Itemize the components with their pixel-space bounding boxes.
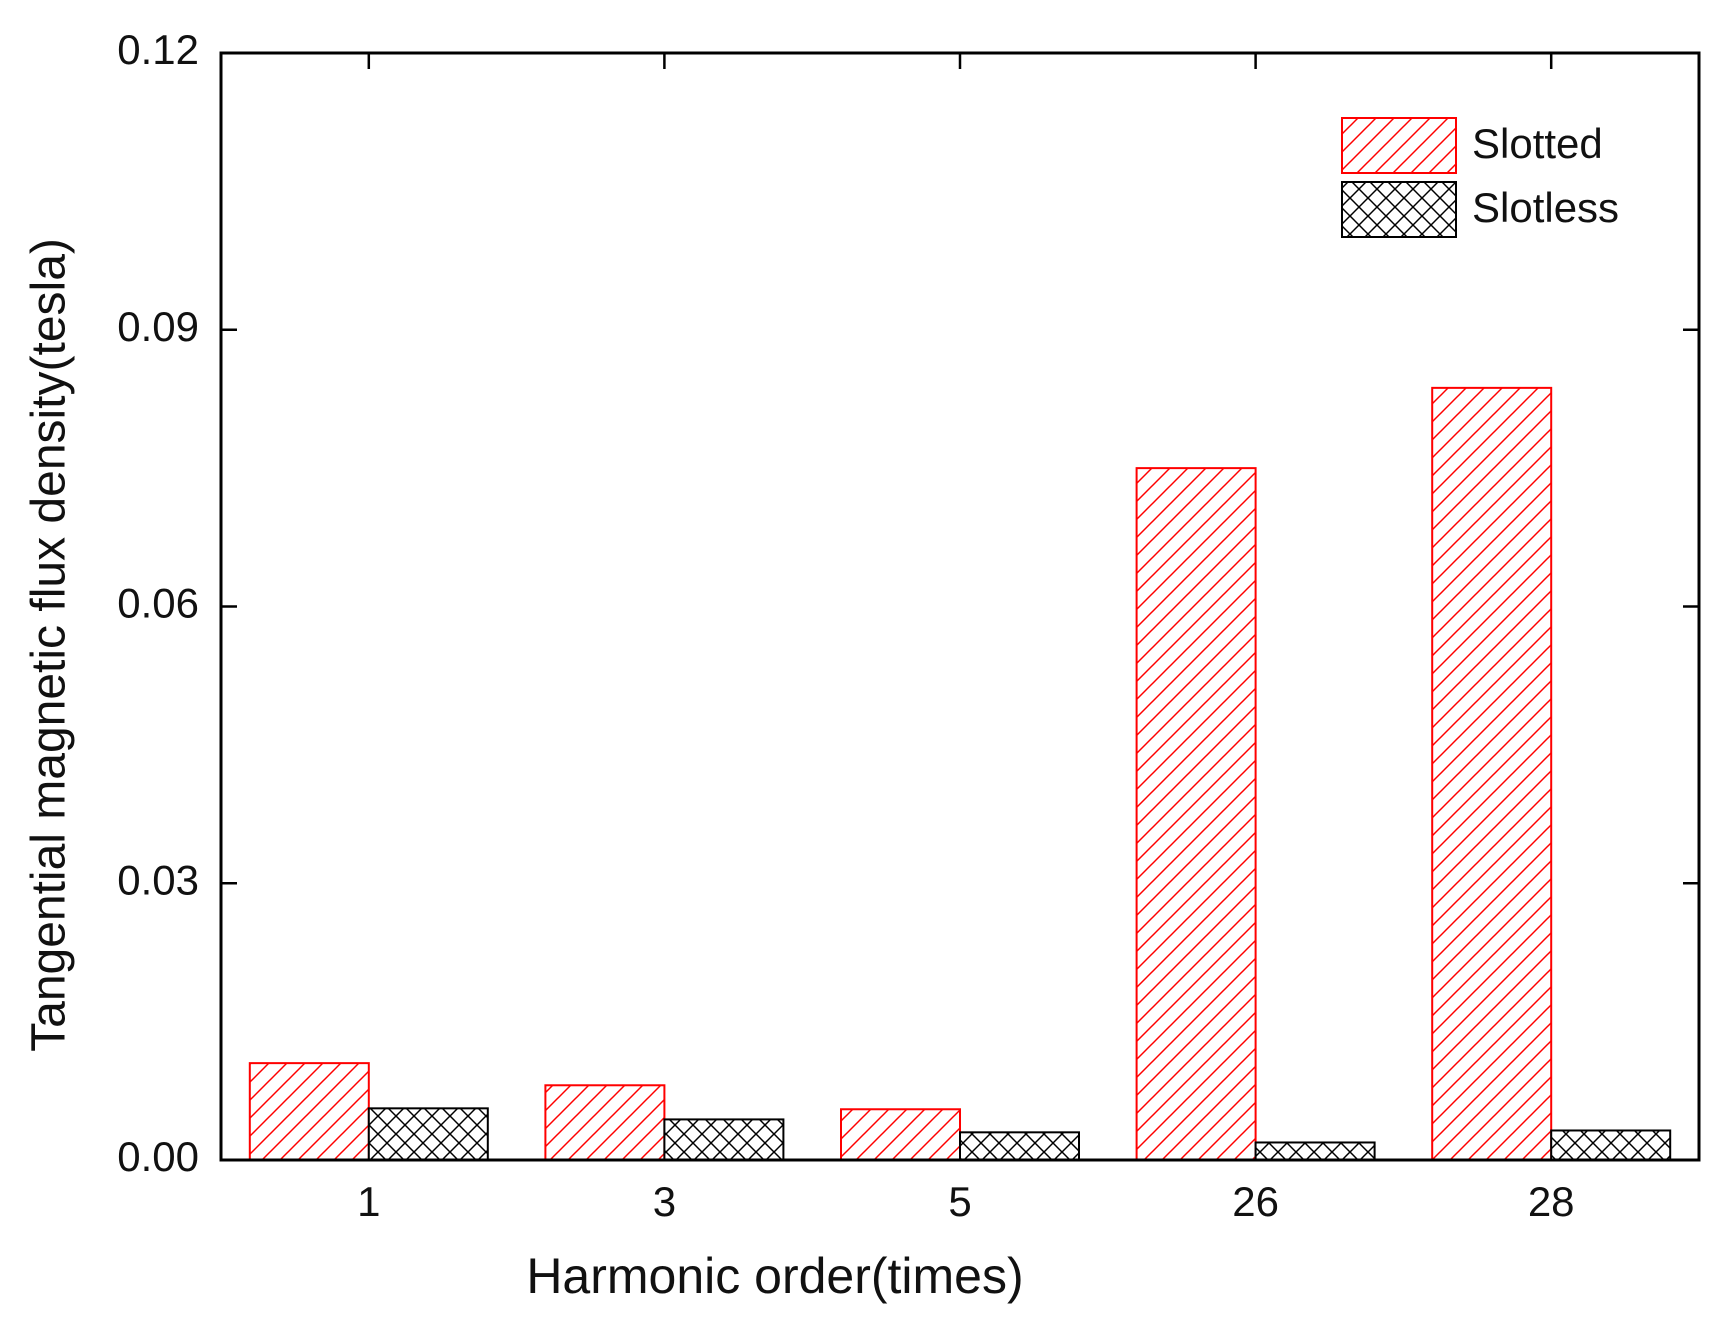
y-tick-label: 0.09 xyxy=(117,303,199,350)
y-tick-label: 0.06 xyxy=(117,580,199,627)
legend-swatch xyxy=(1341,117,1457,174)
x-tick-label: 3 xyxy=(653,1178,676,1225)
legend-label: Slotless xyxy=(1472,184,1619,231)
x-tick-label: 28 xyxy=(1528,1178,1575,1225)
x-tick-label: 26 xyxy=(1232,1178,1279,1225)
bar xyxy=(1431,386,1553,1161)
y-tick-label: 0.00 xyxy=(117,1133,199,1180)
bar xyxy=(544,1084,666,1161)
plot-frame xyxy=(219,51,1701,1162)
bar xyxy=(1135,467,1257,1161)
bar xyxy=(248,1062,370,1161)
bar xyxy=(840,1108,961,1161)
y-axis-title: Tangential magnetic flux density(tesla) xyxy=(23,238,76,1052)
y-tick-label: 0.12 xyxy=(117,26,199,73)
legend-swatch xyxy=(1341,181,1457,238)
x-tick-label: 5 xyxy=(948,1178,971,1225)
bar xyxy=(663,1118,785,1162)
bar xyxy=(367,1107,489,1161)
bar xyxy=(959,1131,1080,1161)
y-tick-label: 0.03 xyxy=(117,856,199,903)
bar xyxy=(1550,1129,1672,1161)
x-tick-label: 1 xyxy=(357,1178,380,1225)
bar xyxy=(1254,1141,1376,1162)
legend-label: Slotted xyxy=(1472,120,1603,167)
x-axis-title: Harmonic order(times) xyxy=(526,1248,1023,1304)
